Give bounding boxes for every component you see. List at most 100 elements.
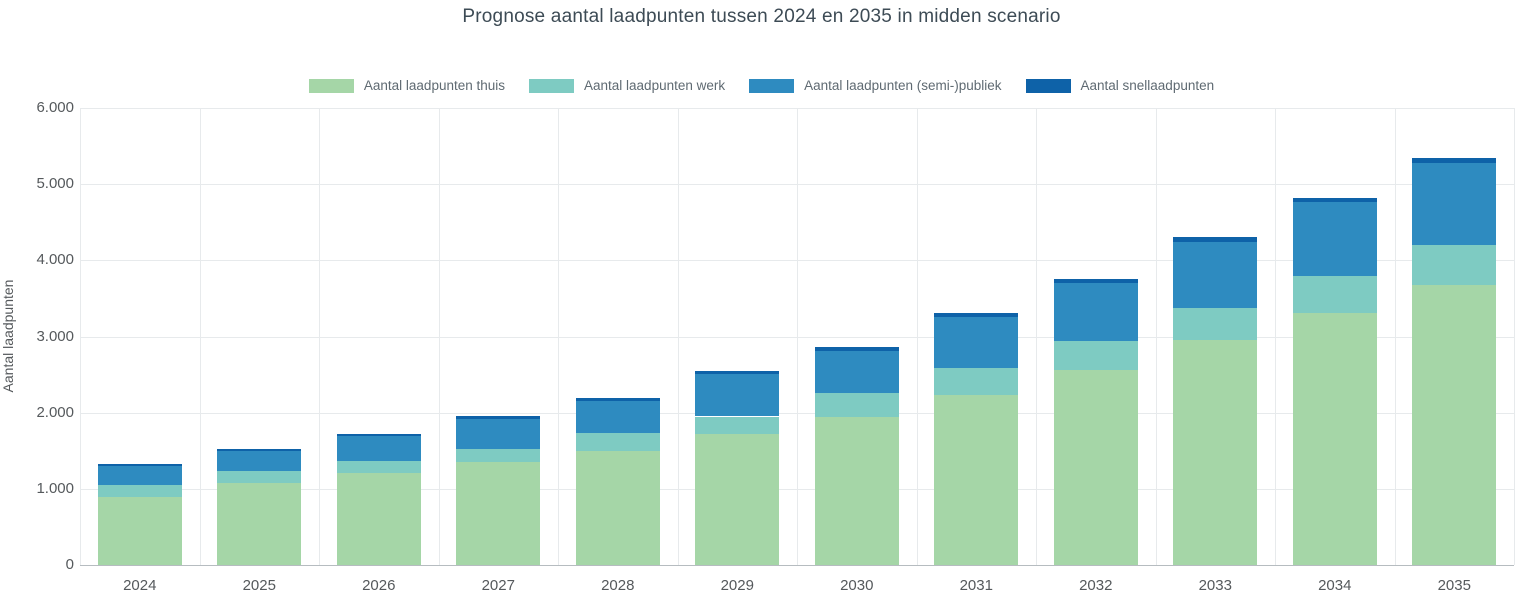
gridline-x-1 (199, 108, 201, 565)
gridline-x-7 (916, 108, 918, 565)
segment-thuis-2031 (934, 395, 1019, 565)
segment-thuis-2035 (1412, 285, 1497, 565)
gridline-x-10 (1275, 108, 1276, 565)
segment-snellaadpunten-2024 (97, 464, 182, 466)
segment-thuis-2032 (1053, 370, 1138, 565)
segment-thuis-2026 (336, 473, 421, 565)
x-tick-label-2034: 2034 (1318, 577, 1352, 594)
segment-semi-publiek-2034 (1292, 202, 1377, 277)
bar-2026 (336, 108, 421, 565)
segment-thuis-2033 (1173, 340, 1258, 565)
segment-thuis-2025 (217, 483, 302, 565)
segment-werk-2030 (814, 393, 899, 418)
x-tick-label-2028: 2028 (601, 577, 635, 594)
segment-thuis-2034 (1292, 313, 1377, 565)
segment-snellaadpunten-2033 (1173, 237, 1258, 242)
segment-werk-2034 (1292, 276, 1377, 314)
legend-swatch-semi-publiek (749, 78, 795, 93)
gridline-x-2 (319, 108, 320, 565)
x-tick-label-2029: 2029 (720, 577, 754, 594)
legend-item-snellaadpunten[interactable]: Aantal snellaadpunten (1025, 78, 1215, 93)
segment-semi-publiek-2031 (934, 317, 1019, 369)
segment-thuis-2030 (814, 417, 899, 565)
legend-item-semi-publiek[interactable]: Aantal laadpunten (semi-)publiek (749, 78, 1002, 93)
gridline-x-5 (677, 108, 679, 565)
segment-thuis-2024 (97, 497, 182, 565)
segment-snellaadpunten-2026 (336, 433, 421, 436)
y-tick-label-5000: 5.000 (36, 175, 74, 193)
y-tick-label-0: 0 (65, 556, 74, 573)
x-axis-line (80, 565, 1514, 566)
segment-snellaadpunten-2032 (1053, 279, 1138, 284)
segment-semi-publiek-2025 (217, 451, 302, 472)
bar-2032 (1053, 108, 1138, 565)
segment-semi-publiek-2029 (695, 374, 780, 417)
x-tick-label-2030: 2030 (840, 577, 874, 594)
bar-2031 (934, 108, 1019, 565)
bar-2024 (97, 108, 182, 565)
segment-thuis-2027 (456, 462, 541, 565)
segment-snellaadpunten-2028 (575, 398, 660, 401)
segment-werk-2029 (695, 416, 780, 434)
x-tick-label-2025: 2025 (242, 577, 276, 594)
segment-werk-2028 (575, 433, 660, 452)
bar-2027 (456, 108, 541, 565)
segment-werk-2031 (934, 368, 1019, 396)
segment-snellaadpunten-2030 (814, 347, 899, 351)
segment-semi-publiek-2032 (1053, 283, 1138, 342)
segment-semi-publiek-2028 (575, 400, 660, 434)
bar-2025 (217, 108, 302, 565)
legend-label-werk: Aantal laadpunten werk (584, 78, 726, 93)
segment-snellaadpunten-2029 (695, 371, 780, 375)
x-tick-label-2031: 2031 (959, 577, 993, 594)
bar-2033 (1173, 108, 1258, 565)
bar-2030 (814, 108, 899, 565)
segment-snellaadpunten-2027 (456, 416, 541, 419)
gridline-x-9 (1155, 108, 1157, 565)
legend-item-werk[interactable]: Aantal laadpunten werk (529, 78, 725, 93)
plot-area (80, 108, 1515, 566)
legend-label-semi-publiek: Aantal laadpunten (semi-)publiek (804, 78, 1002, 93)
legend-item-thuis[interactable]: Aantal laadpunten thuis (308, 78, 506, 93)
gridline-x-8 (1036, 108, 1037, 565)
legend-swatch-snellaadpunten (1025, 78, 1071, 93)
segment-snellaadpunten-2031 (934, 313, 1019, 318)
y-tick-label-6000: 6.000 (36, 99, 74, 116)
segment-thuis-2029 (695, 433, 780, 565)
segment-snellaadpunten-2034 (1292, 197, 1377, 203)
legend-label-snellaadpunten: Aantal snellaadpunten (1080, 78, 1215, 93)
x-tick-label-2032: 2032 (1079, 577, 1113, 594)
x-tick-label-2024: 2024 (123, 577, 157, 594)
x-tick-label-2027: 2027 (481, 577, 515, 594)
y-tick-label-4000: 4.000 (36, 251, 74, 269)
segment-semi-publiek-2033 (1173, 241, 1258, 309)
segment-werk-2024 (97, 485, 182, 498)
legend-label-thuis: Aantal laadpunten thuis (363, 78, 506, 93)
segment-thuis-2028 (575, 451, 660, 565)
segment-semi-publiek-2027 (456, 418, 541, 450)
segment-werk-2035 (1412, 245, 1497, 286)
y-tick-label-2000: 2.000 (36, 403, 74, 421)
segment-werk-2026 (336, 461, 421, 474)
y-tick-label-3000: 3.000 (36, 327, 74, 345)
legend-swatch-werk (529, 78, 575, 93)
gridline-x-6 (797, 108, 798, 565)
segment-werk-2025 (217, 471, 302, 484)
x-tick-label-2033: 2033 (1198, 577, 1232, 594)
gridline-x-12 (1514, 108, 1515, 565)
chart-title: Prognose aantal laadpunten tussen 2024 e… (462, 6, 1061, 27)
x-tick-label-2035: 2035 (1437, 577, 1471, 594)
segment-werk-2032 (1053, 341, 1138, 371)
gridline-x-11 (1394, 108, 1396, 565)
segment-semi-publiek-2030 (814, 350, 899, 394)
chart-legend: Aantal laadpunten thuis Aantal laadpunten… (0, 78, 1523, 93)
gridline-x-4 (558, 108, 559, 565)
bar-2035 (1412, 108, 1497, 565)
segment-semi-publiek-2026 (336, 435, 421, 462)
bar-2028 (575, 108, 660, 565)
segment-semi-publiek-2024 (97, 466, 182, 486)
y-axis-line (80, 108, 81, 565)
x-tick-label-2026: 2026 (362, 577, 396, 594)
bar-2034 (1292, 108, 1377, 565)
